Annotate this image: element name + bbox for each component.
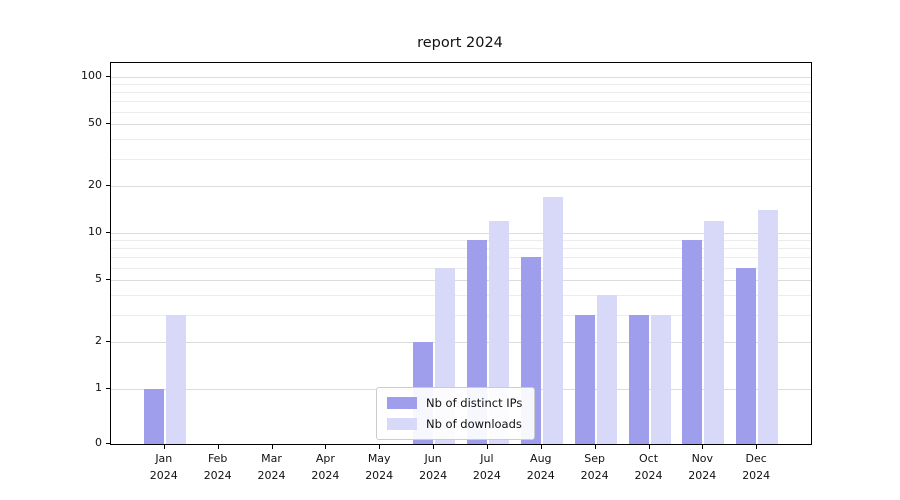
x-tick-label-jun: Jun 2024 [419, 452, 448, 482]
y-tick-label-5: 5 [95, 272, 102, 286]
bar-distinct-ips-dec [736, 267, 757, 444]
x-tick-mark-nov [702, 445, 704, 449]
x-tick-mark-sep [594, 445, 596, 449]
chart-title: report 2024 [417, 35, 503, 51]
gridline-minor-9 [111, 240, 811, 242]
gridline-2 [111, 342, 811, 344]
y-tick-mark-1 [106, 388, 110, 390]
legend: Nb of distinct IPs Nb of downloads [376, 387, 536, 440]
legend-label-downloads: Nb of downloads [426, 417, 522, 431]
gridline-minor-40 [111, 139, 811, 141]
y-tick-label-1: 1 [95, 381, 102, 395]
x-tick-mark-feb [217, 445, 219, 449]
bar-downloads-jan [165, 314, 186, 444]
legend-item-downloads: Nb of downloads [387, 417, 522, 431]
x-tick-label-dec: Dec 2024 [742, 452, 771, 482]
x-tick-label-nov: Nov 2024 [688, 452, 717, 482]
x-tick-mark-oct [648, 445, 650, 449]
x-tick-mark-jan [163, 445, 165, 449]
x-tick-label-may: May 2024 [365, 452, 394, 482]
bar-distinct-ips-sep [574, 314, 595, 444]
gridline-minor-4 [111, 295, 811, 297]
gridline-minor-70 [111, 101, 811, 103]
gridline-minor-6 [111, 267, 811, 269]
x-tick-mark-may [379, 445, 381, 449]
y-tick-mark-0 [106, 443, 110, 444]
x-tick-mark-aug [540, 445, 542, 449]
y-tick-mark-5 [106, 279, 110, 281]
x-tick-label-oct: Oct 2024 [634, 452, 663, 482]
x-tick-mark-apr [325, 445, 327, 449]
x-tick-label-jan: Jan 2024 [149, 452, 178, 482]
x-tick-mark-mar [271, 445, 273, 449]
gridline-10 [111, 233, 811, 235]
y-tick-label-10: 10 [88, 225, 102, 239]
legend-swatch-distinct-ips [387, 397, 417, 409]
bar-downloads-nov [704, 220, 725, 444]
bar-distinct-ips-oct [628, 314, 649, 444]
bar-downloads-sep [596, 295, 617, 444]
gridline-minor-8 [111, 248, 811, 250]
legend-item-distinct-ips: Nb of distinct IPs [387, 396, 522, 410]
x-tick-label-sep: Sep 2024 [580, 452, 609, 482]
x-tick-label-apr: Apr 2024 [311, 452, 340, 482]
y-tick-label-2: 2 [95, 334, 102, 348]
y-tick-mark-2 [106, 341, 110, 343]
x-tick-mark-jul [486, 445, 488, 449]
y-tick-label-50: 50 [88, 116, 102, 130]
y-tick-label-0: 0 [95, 436, 102, 449]
gridline-minor-7 [111, 257, 811, 259]
gridline-100 [111, 77, 811, 79]
gridline-minor-90 [111, 84, 811, 86]
y-tick-label-20: 20 [88, 178, 102, 192]
gridline-minor-60 [111, 111, 811, 113]
bar-distinct-ips-nov [682, 240, 703, 444]
bar-distinct-ips-jan [143, 389, 164, 444]
x-tick-label-feb: Feb 2024 [203, 452, 232, 482]
x-tick-label-mar: Mar 2024 [257, 452, 286, 482]
gridline-20 [111, 186, 811, 188]
bar-downloads-dec [758, 210, 779, 444]
legend-label-distinct-ips: Nb of distinct IPs [426, 396, 523, 410]
y-tick-mark-10 [106, 232, 110, 234]
y-tick-mark-50 [106, 123, 110, 125]
y-tick-mark-100 [106, 76, 110, 78]
y-tick-mark-20 [106, 185, 110, 187]
y-tick-label-100: 100 [81, 69, 102, 83]
x-tick-label-aug: Aug 2024 [526, 452, 555, 482]
plot-area [110, 62, 812, 445]
x-tick-label-jul: Jul 2024 [472, 452, 501, 482]
legend-swatch-downloads [387, 418, 417, 430]
gridline-5 [111, 280, 811, 282]
gridline-minor-80 [111, 92, 811, 94]
gridline-50 [111, 124, 811, 126]
gridline-minor-3 [111, 314, 811, 316]
bar-downloads-oct [650, 314, 671, 444]
bar-downloads-aug [542, 197, 563, 444]
x-tick-mark-jun [433, 445, 435, 449]
gridline-minor-30 [111, 158, 811, 160]
x-tick-mark-dec [756, 445, 758, 449]
